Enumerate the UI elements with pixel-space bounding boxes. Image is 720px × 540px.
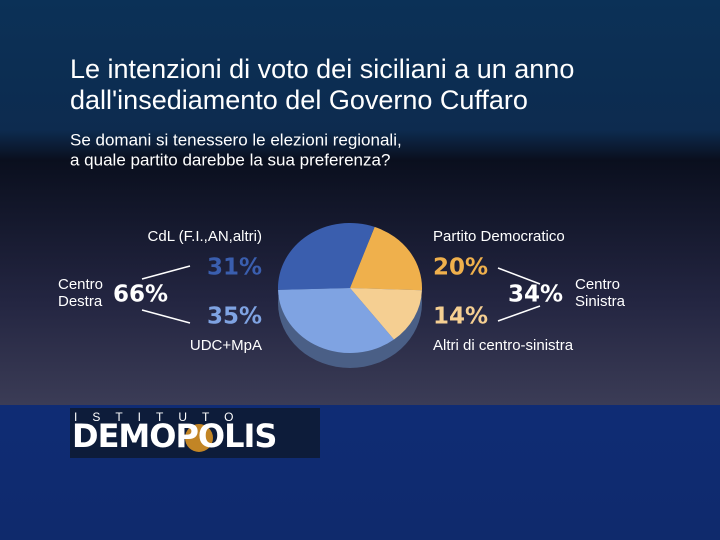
- title-line: Le intenzioni di voto dei siciliani a un…: [70, 54, 574, 84]
- group-name: Centro Sinistra: [575, 276, 626, 310]
- subtitle-line: a quale partito darebbe la sua preferenz…: [70, 150, 390, 169]
- connector: [497, 305, 541, 322]
- connector: [497, 267, 541, 285]
- pie-slice: [278, 223, 375, 290]
- subtitle-line: Se domani si tenessero le elezioni regio…: [70, 130, 402, 149]
- pie-slice: [350, 288, 422, 340]
- pie-slice: [278, 288, 394, 353]
- group-value: 34%: [508, 282, 563, 308]
- connectors: [141, 265, 541, 324]
- logo-name: DEMOPOLIS: [72, 417, 276, 455]
- category-label: CdL (F.I.,AN,altri): [148, 228, 262, 245]
- pie-slice: [350, 226, 422, 291]
- logo-top: ISTITUTO: [74, 410, 248, 424]
- group-value: 66%: [113, 282, 168, 308]
- value-label: 20%: [433, 255, 488, 281]
- title-line: dall'insediamento del Governo Cuffaro: [70, 85, 528, 115]
- value-label: 35%: [207, 304, 262, 330]
- logo-glow: [185, 424, 213, 452]
- category-label: UDC+MpA: [190, 337, 262, 354]
- connector: [141, 265, 191, 280]
- value-label: 14%: [433, 304, 488, 330]
- category-label: Altri di centro-sinistra: [433, 337, 574, 354]
- connector: [141, 309, 191, 324]
- category-label: Partito Democratico: [433, 228, 565, 245]
- group-name: Centro Destra: [58, 276, 104, 310]
- value-label: 31%: [207, 255, 262, 281]
